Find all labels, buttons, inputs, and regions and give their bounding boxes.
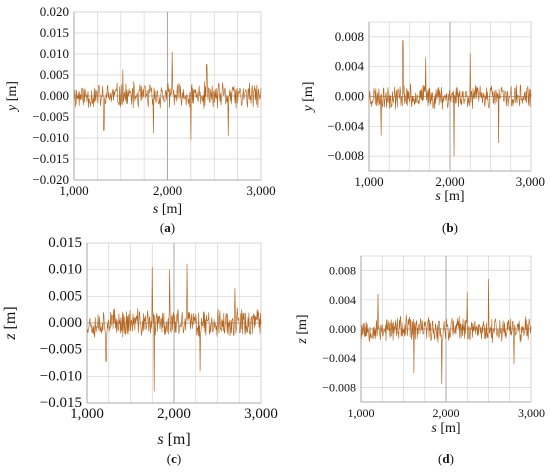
x-tick-label: 2,000 bbox=[153, 183, 182, 198]
y-axis-unit: [m] bbox=[2, 306, 19, 333]
y-axis-unit: [m] bbox=[301, 82, 316, 106]
y-tick-label: −0.010 bbox=[40, 368, 82, 384]
y-tick-label: 0.008 bbox=[335, 29, 364, 44]
panel-label: (d) bbox=[438, 451, 454, 466]
series-line bbox=[360, 279, 532, 385]
y-tick-label: 0.010 bbox=[40, 46, 69, 61]
x-axis-variable: s bbox=[431, 421, 437, 436]
y-axis-variable: y bbox=[301, 104, 316, 113]
y-tick-label: 0.015 bbox=[48, 235, 82, 251]
y-axis-label: y [m] bbox=[301, 82, 316, 114]
panel-label: (a) bbox=[160, 220, 175, 235]
panel-letter: a bbox=[164, 220, 171, 235]
y-tick-label: −0.010 bbox=[32, 130, 69, 145]
panel-c: −0.015 −0.010 −0.005 0.000 0.005 0.010 0.015 1,… bbox=[2, 235, 278, 466]
x-tick-label: 2,000 bbox=[157, 406, 191, 422]
y-tick-label: 0.000 bbox=[40, 88, 69, 103]
x-axis-variable: s bbox=[435, 189, 441, 204]
x-axis-unit: [m] bbox=[437, 421, 461, 436]
panel-label: (c) bbox=[167, 451, 181, 466]
panel-paren-open: ( bbox=[160, 220, 164, 235]
y-tick-label: 0.020 bbox=[40, 4, 69, 19]
x-axis-label: s [m] bbox=[153, 202, 182, 217]
x-axis-label: s [m] bbox=[157, 431, 190, 448]
x-tick-label: 3,000 bbox=[518, 406, 545, 420]
x-axis-unit: [m] bbox=[441, 189, 465, 204]
y-tick-label: 0.000 bbox=[48, 315, 82, 331]
x-axis-unit: [m] bbox=[158, 202, 182, 217]
panel-d: −0.008 −0.004 0.000 0.004 0.008 1,000 2,000 3,0… bbox=[295, 255, 545, 466]
series-line bbox=[368, 40, 532, 157]
panel-paren-close: ) bbox=[171, 220, 175, 235]
panel-paren-open: ( bbox=[167, 451, 171, 466]
y-axis-label: z [m] bbox=[295, 314, 310, 344]
y-tick-label: −0.015 bbox=[32, 151, 69, 166]
panel-paren-close: ) bbox=[450, 451, 454, 466]
panel-paren-close: ) bbox=[177, 451, 181, 466]
x-tick-label: 1,000 bbox=[59, 183, 88, 198]
x-tick-label: 1,000 bbox=[348, 406, 375, 420]
x-axis-label: s [m] bbox=[435, 189, 464, 204]
panel-letter: d bbox=[442, 451, 450, 466]
x-axis-variable: s bbox=[153, 202, 159, 217]
y-axis-unit: [m] bbox=[295, 314, 310, 338]
x-tick-label: 1,000 bbox=[354, 174, 383, 189]
y-tick-label: −0.015 bbox=[40, 395, 82, 411]
x-tick-label: 3,000 bbox=[516, 174, 545, 189]
y-axis-variable: z bbox=[2, 333, 19, 341]
panel-label: (b) bbox=[442, 220, 458, 235]
x-tick-label: 3,000 bbox=[244, 406, 278, 422]
panel-paren-open: ( bbox=[438, 451, 442, 466]
panel-b: −0.008 −0.004 0.000 0.004 0.008 1,000 2,000 3,0… bbox=[301, 21, 545, 235]
panel-paren-close: ) bbox=[454, 220, 458, 235]
y-axis-variable: y bbox=[5, 104, 20, 113]
y-tick-label: −0.005 bbox=[40, 342, 82, 358]
y-axis-label: y [m] bbox=[5, 81, 20, 113]
panel-letter: c bbox=[171, 451, 177, 466]
y-tick-label: 0.010 bbox=[48, 262, 82, 278]
y-tick-label: 0.000 bbox=[329, 322, 356, 336]
x-axis-unit: [m] bbox=[164, 431, 191, 448]
y-tick-label: −0.008 bbox=[322, 380, 356, 394]
panel-a: −0.020 −0.015 −0.010 −0.005 0.000 0.005 0.010 0… bbox=[5, 4, 276, 235]
series-line bbox=[73, 51, 262, 141]
y-tick-label: 0.004 bbox=[335, 59, 365, 74]
y-tick-label: −0.004 bbox=[322, 351, 356, 365]
x-tick-label: 2,000 bbox=[435, 174, 464, 189]
y-axis-label: z [m] bbox=[2, 306, 19, 340]
y-tick-label: −0.008 bbox=[327, 148, 364, 163]
y-tick-label: 0.004 bbox=[329, 293, 356, 307]
y-tick-label: 0.008 bbox=[329, 264, 356, 278]
y-tick-label: 0.005 bbox=[40, 67, 69, 82]
x-tick-label: 2,000 bbox=[433, 406, 460, 420]
x-tick-label: 3,000 bbox=[246, 183, 275, 198]
panel-letter: b bbox=[446, 220, 453, 235]
series-line bbox=[86, 264, 262, 392]
y-tick-label: −0.005 bbox=[32, 109, 69, 124]
y-axis-unit: [m] bbox=[5, 81, 20, 105]
x-axis-variable: s bbox=[157, 431, 163, 448]
panel-paren-open: ( bbox=[442, 220, 446, 235]
y-tick-label: −0.004 bbox=[327, 118, 364, 133]
y-tick-label: 0.015 bbox=[40, 25, 69, 40]
y-tick-label: 0.000 bbox=[335, 89, 364, 104]
x-axis-label: s [m] bbox=[431, 421, 460, 436]
y-tick-label: 0.005 bbox=[48, 288, 82, 304]
y-axis-variable: z bbox=[295, 338, 310, 345]
y-tick-label: −0.020 bbox=[32, 172, 69, 187]
x-tick-label: 1,000 bbox=[70, 406, 104, 422]
